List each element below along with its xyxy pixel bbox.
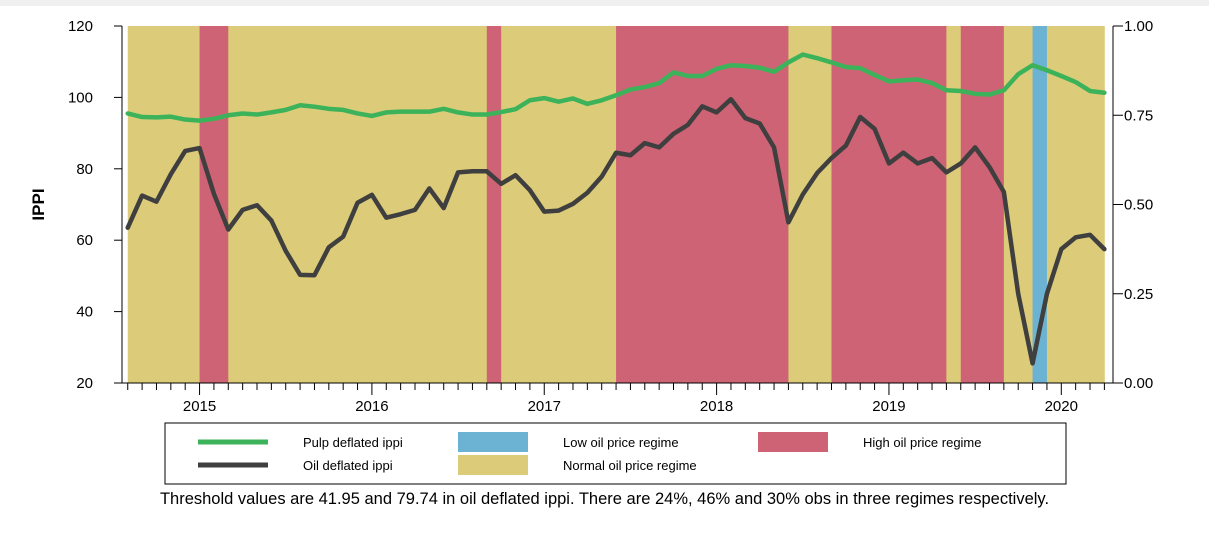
y-tick-label: 20 — [76, 375, 93, 392]
y-tick-label: 60 — [76, 232, 93, 249]
regime-band — [960, 26, 1005, 383]
y-tick-label: 120 — [68, 18, 93, 35]
x-tick-label: 2017 — [528, 398, 561, 415]
x-tick-label: 2015 — [183, 398, 216, 415]
y-tick-label: 40 — [76, 304, 93, 321]
legend-label-pulp-deflated-ippi: Pulp deflated ippi — [303, 435, 403, 450]
regime-band — [831, 26, 947, 383]
legend-swatch-high-oil-price-regime — [758, 432, 828, 452]
regime-band — [1046, 26, 1105, 383]
regime-chart: 20 40 60 80 100 120 0.00 0.25 0.50 0.75 1.00 IPPI 20… — [29, 18, 1153, 485]
y-axis-title: IPPI — [29, 188, 48, 220]
x-tick-label: 2019 — [872, 398, 905, 415]
regime-band — [1032, 26, 1048, 383]
x-tick-label: 2018 — [700, 398, 733, 415]
series-lines — [125, 52, 1107, 366]
legend: Pulp deflated ippi Oil deflated ippi Low o… — [164, 422, 1067, 485]
regime-band — [501, 26, 617, 383]
legend-swatch-low-oil-price-regime — [458, 432, 528, 452]
legend-label-normal-oil-price-regime: Normal oil price regime — [563, 458, 697, 473]
x-tick-label: 2020 — [1045, 398, 1078, 415]
regime-band — [946, 26, 962, 383]
regime-band — [616, 26, 789, 383]
legend-box — [164, 422, 1067, 485]
legend-label-oil-deflated-ippi: Oil deflated ippi — [303, 458, 393, 473]
y2-tick-label: 0.25 — [1124, 286, 1153, 303]
regime-band — [1003, 26, 1033, 383]
legend-label-low-oil-price-regime: Low oil price regime — [563, 435, 679, 450]
axes: 20 40 60 80 100 120 0.00 0.25 0.50 0.75 1.00 IPPI 20… — [29, 18, 1153, 415]
pulp-deflated-ippi-line — [125, 52, 1107, 123]
regime-band — [486, 26, 502, 383]
legend-swatch-normal-oil-price-regime — [458, 455, 528, 475]
y-tick-label: 100 — [68, 89, 93, 106]
x-tick-label: 2016 — [355, 398, 388, 415]
y2-tick-label: 0.50 — [1124, 197, 1153, 214]
regime-band — [788, 26, 832, 383]
regime-bands — [127, 26, 1105, 383]
y-tick-label: 80 — [76, 161, 93, 178]
y2-tick-label: 1.00 — [1124, 18, 1153, 35]
regime-band — [199, 26, 229, 383]
oil-deflated-ippi-line — [125, 96, 1107, 366]
legend-label-high-oil-price-regime: High oil price regime — [863, 435, 982, 450]
y2-tick-label: 0.00 — [1124, 375, 1153, 392]
top-bar — [0, 0, 1209, 6]
chart-caption: Threshold values are 41.95 and 79.74 in … — [159, 490, 1050, 508]
y2-tick-label: 0.75 — [1124, 107, 1153, 124]
